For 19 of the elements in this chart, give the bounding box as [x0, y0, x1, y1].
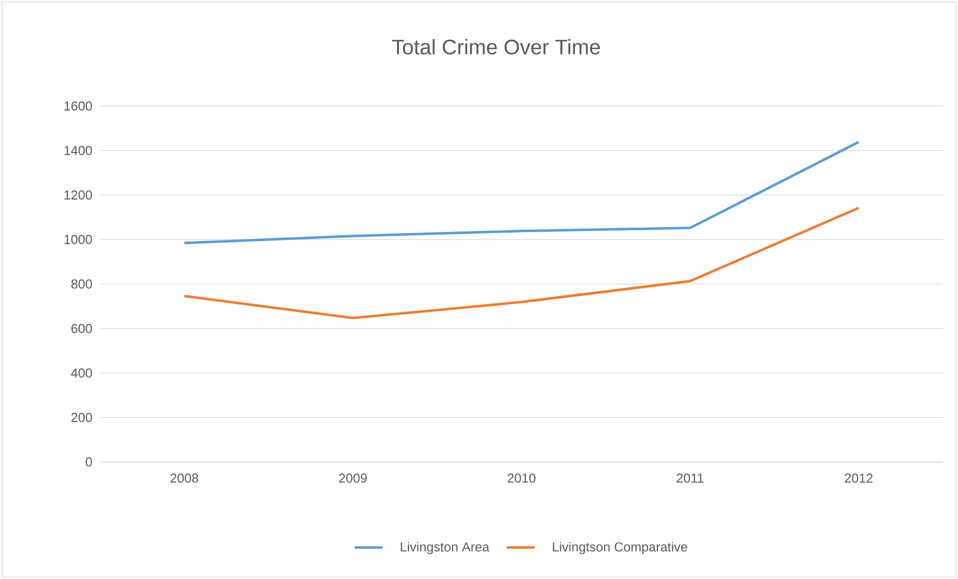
- line-series: [183, 206, 860, 320]
- chart-title: Total Crime Over Time: [392, 39, 600, 54]
- y-tick-label: 200: [71, 412, 92, 422]
- y-tick-label: 1600: [64, 101, 92, 111]
- y-tick-label: 1200: [64, 190, 92, 200]
- x-tick-label: 2012: [844, 474, 872, 483]
- y-tick-label: 800: [71, 279, 92, 289]
- line-series: [183, 140, 860, 244]
- y-tick-label: 600: [71, 324, 92, 334]
- y-tick-label: 1400: [64, 146, 92, 156]
- x-tick-label: 2011: [676, 474, 704, 483]
- legend-label: Livingston Area: [400, 542, 490, 554]
- y-tick-label: 400: [71, 368, 92, 378]
- x-tick-label: 2010: [508, 474, 536, 483]
- y-tick-label: 0: [86, 457, 92, 467]
- x-tick-label: 2009: [339, 474, 367, 483]
- x-tick-label: 2008: [170, 474, 198, 483]
- y-tick-label: 1000: [64, 234, 92, 244]
- legend-label: Livingtson Comparative: [552, 542, 688, 554]
